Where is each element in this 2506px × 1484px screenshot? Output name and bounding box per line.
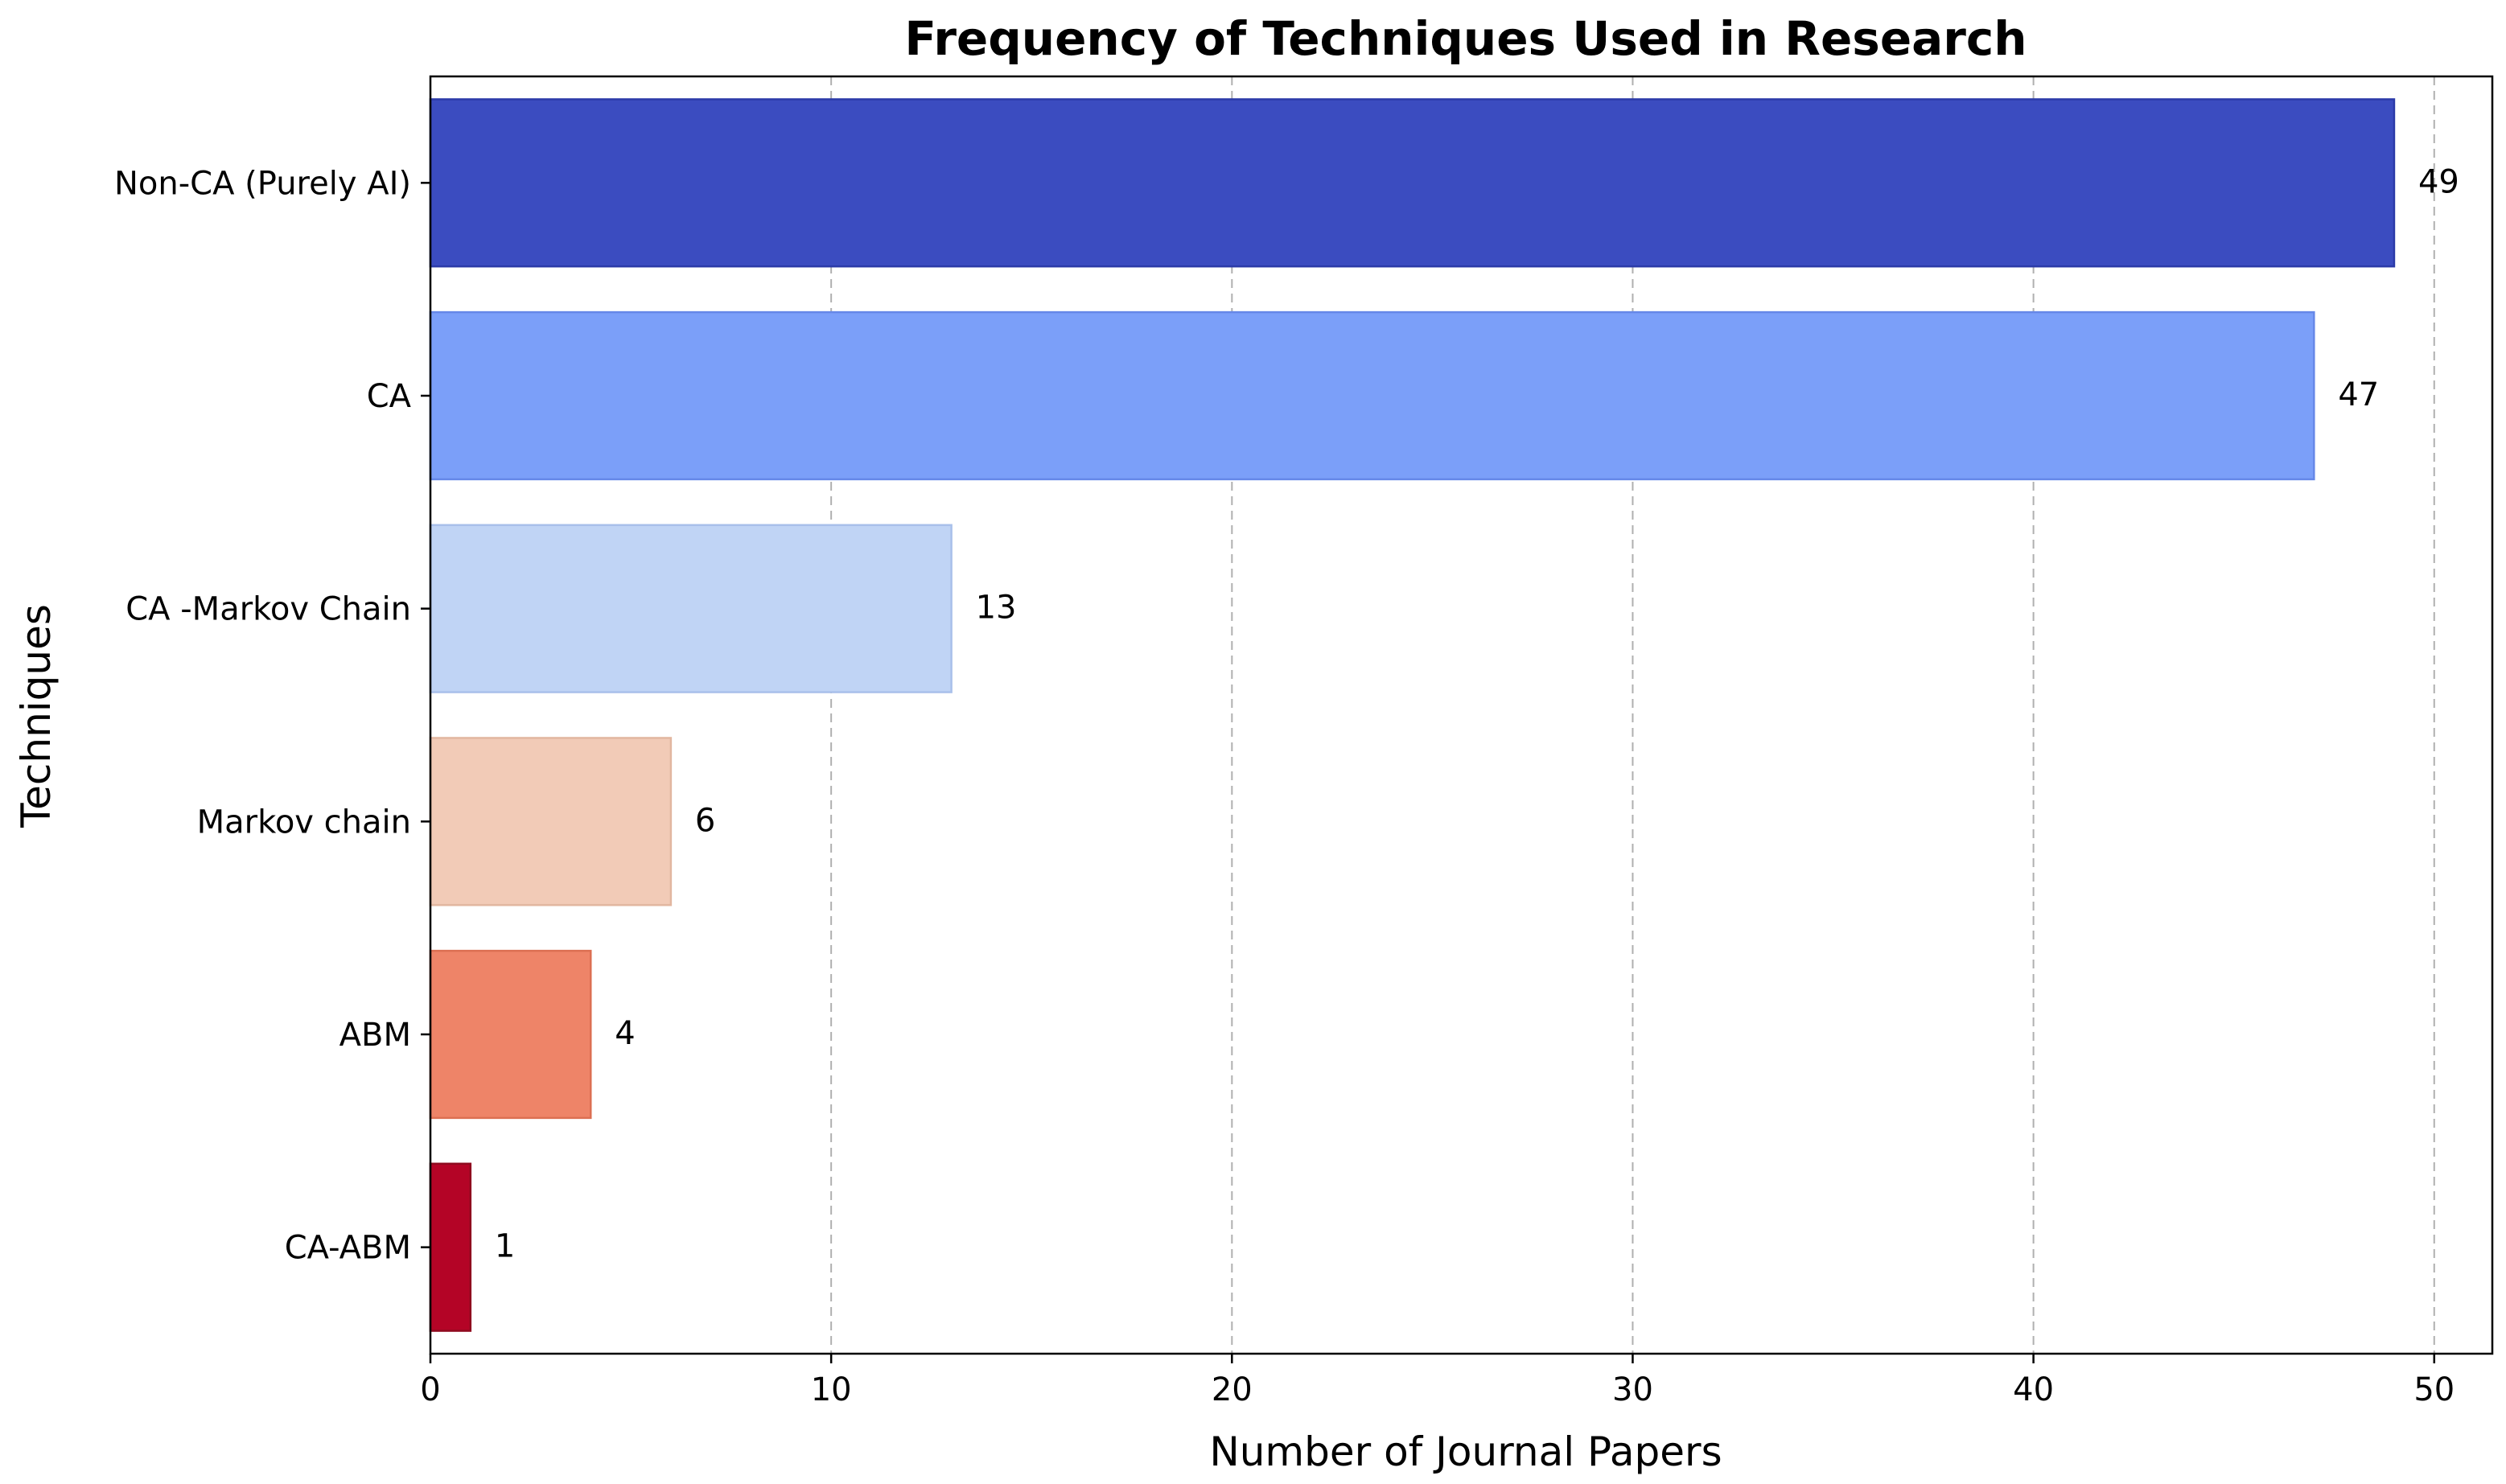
bar <box>429 98 2396 268</box>
y-tick-label: ABM <box>339 1017 411 1054</box>
bar-value-label: 47 <box>2338 376 2379 413</box>
bar-value-labels: 49 47 13 6 4 1 <box>495 163 2459 1264</box>
bar-value-label: 49 <box>2418 163 2459 200</box>
y-axis-label: Techniques <box>13 604 60 828</box>
y-tick-label: CA <box>367 378 412 415</box>
x-tick-label: 0 <box>420 1371 440 1408</box>
x-tick-label: 40 <box>2013 1371 2054 1408</box>
x-tick-label: 30 <box>1612 1371 1653 1408</box>
bar-value-label: 4 <box>615 1015 635 1052</box>
chart-title: Frequency of Techniques Used in Research <box>904 11 2027 66</box>
y-tick-label: CA-ABM <box>285 1230 411 1267</box>
plot-frame <box>429 75 2494 1355</box>
y-tick-label: Markov chain <box>197 804 411 841</box>
x-tick-label: 10 <box>811 1371 852 1408</box>
bar-value-label: 13 <box>976 590 1017 627</box>
grid-lines <box>830 76 2435 1354</box>
bar <box>429 737 673 906</box>
bar-value-label: 6 <box>695 802 715 839</box>
bar <box>429 1162 472 1332</box>
y-tick-label: CA -Markov Chain <box>126 591 411 628</box>
bar <box>429 310 2315 481</box>
x-tick-label: 50 <box>2413 1371 2455 1408</box>
y-axis-ticks: Non-CA (Purely AI) CA CA -Markov Chain Mark… <box>114 165 430 1267</box>
x-tick-label: 20 <box>1212 1371 1253 1408</box>
bars <box>429 98 2396 1332</box>
bar-value-label: 1 <box>495 1228 515 1265</box>
bar <box>429 949 592 1120</box>
x-axis-label: Number of Journal Papers <box>1209 1429 1722 1475</box>
bar <box>429 524 953 693</box>
x-axis-ticks: 0 10 20 30 40 50 <box>420 1354 2455 1408</box>
y-tick-label: Non-CA (Purely AI) <box>114 165 411 202</box>
